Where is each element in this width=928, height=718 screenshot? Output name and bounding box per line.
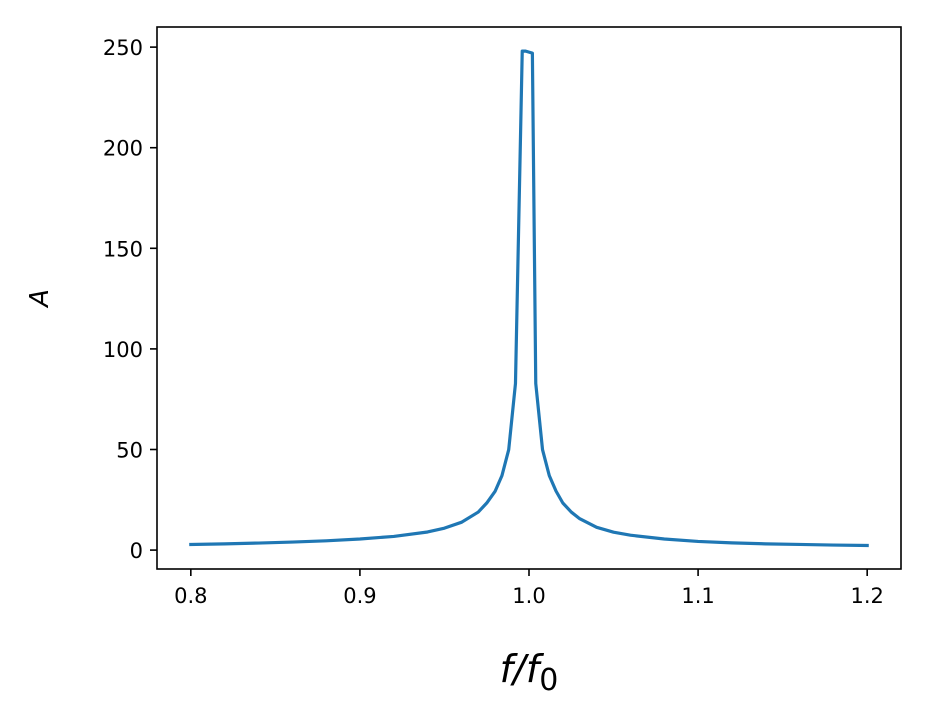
x-tick-label: 0.8 xyxy=(174,584,207,608)
y-tick-label: 50 xyxy=(116,438,143,462)
y-tick-label: 250 xyxy=(103,36,143,60)
x-axis-label: f/f0 xyxy=(500,647,559,698)
x-tick-label: 1.0 xyxy=(512,584,545,608)
series-line xyxy=(189,49,869,548)
y-tick-label: 100 xyxy=(103,338,143,362)
y-tick-label: 0 xyxy=(130,539,143,563)
x-axis-label-subscript: 0 xyxy=(539,663,558,698)
y-axis: 0 50 100 150 200 250 xyxy=(103,36,157,563)
y-tick-label: 200 xyxy=(103,137,143,161)
y-tick-label: 150 xyxy=(103,237,143,261)
x-tick-label: 0.9 xyxy=(343,584,376,608)
x-tick-label: 1.1 xyxy=(681,584,714,608)
plot-area xyxy=(189,49,869,548)
x-axis: 0.8 0.9 1.0 1.1 1.2 xyxy=(174,569,884,608)
x-tick-label: 1.2 xyxy=(850,584,883,608)
x-axis-label-base: f/f xyxy=(500,647,545,691)
y-axis-label: A xyxy=(25,289,55,309)
